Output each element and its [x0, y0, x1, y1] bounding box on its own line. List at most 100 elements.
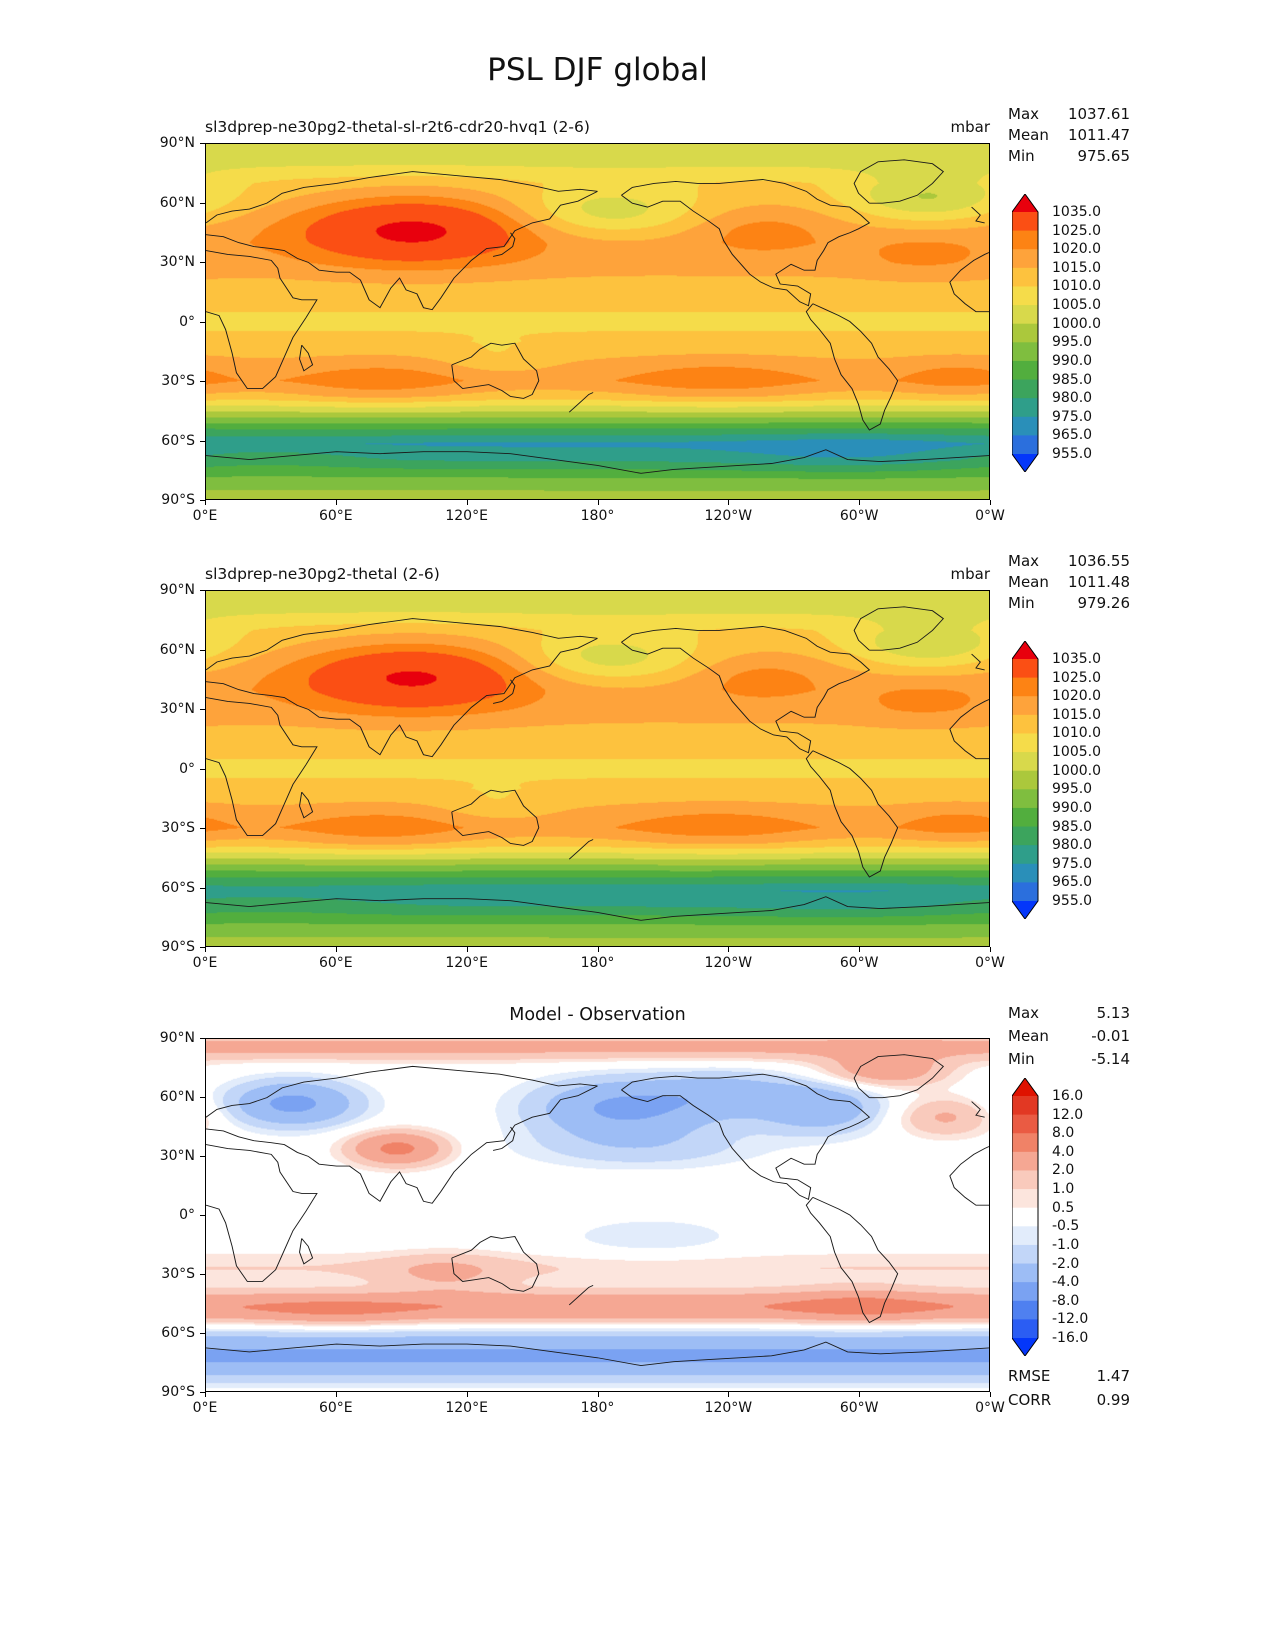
stats-block: Max 5.13 Mean -0.01 Min -5.14 [1008, 1002, 1130, 1071]
y-tick-label: 30°S [161, 1266, 195, 1282]
colorbar-tick-label: 4.0 [1052, 1143, 1075, 1160]
colorbar-band [1012, 1189, 1038, 1209]
y-tick-label: 60°N [159, 641, 195, 658]
stats-block: Max 1036.55 Mean 1011.48 Min 979.26 [1008, 551, 1130, 614]
coastline [206, 697, 318, 836]
x-tick-label: 60°W [839, 1400, 879, 1416]
colorbar-arrow [1012, 1078, 1038, 1096]
colorbar-tick-label: 1020.0 [1052, 241, 1101, 258]
colorbar-band [1012, 286, 1038, 306]
stat-value-mean: 1011.48 [1067, 573, 1130, 591]
coastline [206, 896, 989, 921]
y-tick-label: 30°N [159, 1148, 195, 1164]
x-tick-mark [335, 500, 337, 505]
colorbar-band [1012, 379, 1038, 399]
stat-row-mean: Mean 1011.48 [1008, 572, 1130, 593]
colorbar-svg [1011, 640, 1039, 920]
units-label: mbar [950, 118, 991, 136]
y-tick-mark [200, 1215, 205, 1216]
y-tick-label: 90°N [159, 135, 195, 151]
colorbar-band [1012, 659, 1038, 679]
y-tick-label: 30°S [161, 820, 195, 836]
y-tick-mark [200, 947, 205, 948]
coastline [206, 1065, 598, 1118]
coastline [492, 679, 516, 704]
coastline [971, 653, 985, 671]
coastline [451, 1236, 540, 1292]
y-tick-mark [200, 649, 205, 651]
stat-value-min: -5.14 [1091, 1050, 1130, 1068]
corr-label: CORR [1008, 1391, 1052, 1409]
coastline [206, 1085, 598, 1204]
colorbar-tick-label: -8.0 [1052, 1292, 1080, 1309]
coastline [299, 1238, 314, 1265]
colorbar-tick-label: 1015.0 [1052, 259, 1101, 276]
colorbar-arrow [1012, 901, 1038, 919]
colorbar-band [1012, 323, 1038, 343]
colorbar-band [1012, 677, 1038, 697]
coastline [805, 750, 899, 878]
x-tick-label: 120°E [445, 1400, 488, 1416]
y-tick-mark [200, 381, 205, 382]
stat-value-min: 975.65 [1077, 147, 1131, 165]
y-axis: 90°N 60°N 30°N 0° 30°S 60°S 90°S [129, 1030, 205, 1400]
colorbar-tick-label: -12.0 [1052, 1311, 1089, 1328]
colorbar-band [1012, 1170, 1038, 1190]
x-tick-label: 120°E [445, 955, 488, 971]
colorbar-tick-label: 0.5 [1052, 1199, 1075, 1216]
map-canvas [206, 144, 989, 499]
coastlines-overlay [206, 159, 989, 474]
stat-label-mean: Mean [1008, 573, 1049, 591]
coastline [621, 1073, 871, 1201]
stat-row-mean: Mean 1011.47 [1008, 125, 1130, 146]
y-tick-label: 0° [179, 313, 195, 330]
coastline [949, 252, 989, 313]
colorbar-arrow [1012, 1338, 1038, 1356]
colorbar-tick-label: 1015.0 [1052, 706, 1101, 723]
x-tick-mark [859, 947, 861, 952]
stat-label-min: Min [1008, 1050, 1035, 1068]
y-tick-mark [200, 590, 205, 591]
map-plot [205, 143, 990, 500]
coastline [206, 637, 598, 758]
y-tick-label: 60°S [161, 1325, 195, 1341]
x-tick-mark [466, 500, 468, 505]
x-tick-label: 180° [580, 955, 615, 971]
colorbar-tick-label: 1.0 [1052, 1181, 1075, 1198]
x-tick-mark [466, 947, 468, 952]
coastline [949, 699, 989, 760]
colorbar-band [1012, 212, 1038, 232]
coastline [805, 1197, 899, 1324]
y-tick-label: 30°S [161, 373, 195, 389]
colorbar-tick-label: -1.0 [1052, 1236, 1080, 1253]
colorbar-tick-label: 975.0 [1052, 408, 1093, 425]
colorbar-band [1012, 714, 1038, 735]
metric-row-rmse: RMSE 1.47 [1008, 1364, 1130, 1388]
stat-label-min: Min [1008, 594, 1035, 612]
x-tick-label: 0°W [975, 1400, 1005, 1416]
rmse-value: 1.47 [1096, 1367, 1130, 1385]
colorbar-band [1012, 882, 1038, 902]
y-tick-mark [200, 887, 205, 889]
colorbar-band [1012, 696, 1038, 716]
colorbar-band [1012, 1300, 1038, 1320]
colorbar-tick-label: 1025.0 [1052, 669, 1101, 686]
coastlines-overlay [206, 1054, 989, 1367]
x-tick-mark [466, 1392, 468, 1397]
y-tick-mark [200, 1333, 205, 1334]
stat-label-mean: Mean [1008, 126, 1049, 144]
stat-row-min: Min 975.65 [1008, 146, 1130, 167]
x-tick-mark [859, 500, 861, 505]
coastline [451, 342, 540, 399]
y-axis: 90°N 60°N 30°N 0° 30°S 60°S 90°S [129, 582, 205, 955]
x-tick-label: 60°E [318, 955, 353, 971]
colorbar-tick-label: 1010.0 [1052, 278, 1101, 295]
x-tick-label: 60°W [839, 955, 879, 971]
y-axis: 90°N 60°N 30°N 0° 30°S 60°S 90°S [129, 135, 205, 508]
colorbar-band [1012, 435, 1038, 455]
y-tick-mark [200, 1156, 205, 1157]
coastline [568, 1285, 594, 1306]
colorbar-tick-label: 955.0 [1052, 893, 1093, 909]
y-tick-label: 30°N [159, 701, 195, 717]
y-tick-label: 30°N [159, 254, 195, 270]
